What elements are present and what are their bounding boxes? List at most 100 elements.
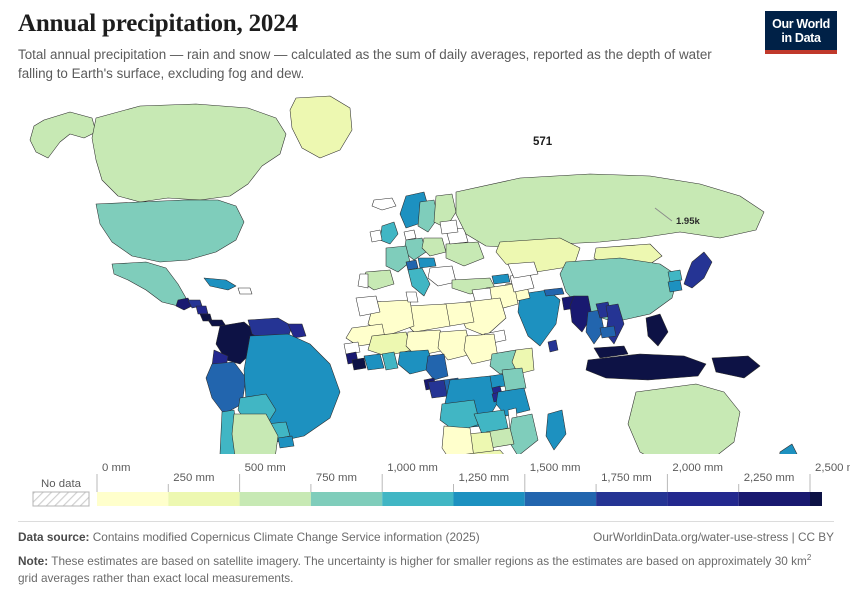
map-svg[interactable]: 571 1.95k xyxy=(0,92,850,454)
country-somalia[interactable] xyxy=(511,347,535,375)
country-zambia[interactable] xyxy=(473,409,509,435)
country-canada[interactable] xyxy=(91,103,287,203)
map-legend[interactable]: No data 0 mm 250 mm 500 mm 750 mm 1,000 mm 1,… xyxy=(0,458,850,514)
country-malaysia[interactable] xyxy=(593,345,629,359)
country-philippines[interactable] xyxy=(645,313,669,347)
legend-bin-1500-1750[interactable] xyxy=(524,492,597,506)
country-italy[interactable] xyxy=(407,267,431,297)
country-kenya[interactable] xyxy=(501,367,527,393)
country-georgia[interactable] xyxy=(491,273,511,285)
owid-logo-rule xyxy=(765,50,837,54)
legend-tick-label: 0 mm xyxy=(102,462,130,474)
footer-url[interactable]: OurWorldinData.org/water-use-stress | CC… xyxy=(593,530,834,544)
country-iceland[interactable] xyxy=(371,197,397,211)
legend-bin-group[interactable] xyxy=(97,492,822,506)
country-uruguay[interactable] xyxy=(277,435,295,449)
country-myanmar[interactable] xyxy=(569,295,593,333)
footer-note-text-a: These estimates are based on satellite i… xyxy=(51,554,807,569)
country-niger[interactable] xyxy=(405,329,447,357)
country-ivory-coast[interactable] xyxy=(363,353,385,371)
country-ghana[interactable] xyxy=(381,351,399,371)
country-france[interactable] xyxy=(385,245,411,273)
country-cameroon[interactable] xyxy=(425,353,449,381)
country-mali[interactable] xyxy=(367,331,413,357)
country-ireland[interactable] xyxy=(369,229,383,243)
country-portugal[interactable] xyxy=(357,273,369,289)
footer-source-text: Contains modified Copernicus Climate Cha… xyxy=(92,530,480,544)
country-denmark[interactable] xyxy=(403,229,417,241)
footer-note-superscript: 2 xyxy=(806,553,812,563)
country-finland[interactable] xyxy=(433,193,457,229)
country-mexico[interactable] xyxy=(111,261,187,307)
country-layer[interactable] xyxy=(29,95,798,454)
legend-bin-2250-2500[interactable] xyxy=(738,492,810,506)
country-namibia[interactable] xyxy=(441,425,474,454)
country-south-korea[interactable] xyxy=(667,279,683,293)
legend-bin-500-750[interactable] xyxy=(239,492,311,506)
country-ukraine[interactable] xyxy=(445,241,485,267)
chart-subtitle: Total annual precipitation — rain and sn… xyxy=(18,47,712,82)
country-madagascar[interactable] xyxy=(545,409,567,451)
owid-logo[interactable]: Our World in Data xyxy=(765,11,837,54)
country-tanzania[interactable] xyxy=(495,387,531,417)
map-label-layer: 571 1.95k xyxy=(533,136,700,227)
country-switzerland[interactable] xyxy=(405,259,419,271)
page-title: Annual precipitation, 2024 xyxy=(18,10,298,37)
country-poland[interactable] xyxy=(421,237,447,257)
country-liberia[interactable] xyxy=(351,357,367,371)
russia-value-label: 571 xyxy=(533,136,553,148)
country-nigeria[interactable] xyxy=(397,349,435,375)
country-north-korea[interactable] xyxy=(667,269,683,283)
country-sweden[interactable] xyxy=(417,199,439,233)
japan-value-label: 1.95k xyxy=(676,216,700,227)
country-nepal[interactable] xyxy=(543,287,565,297)
country-nicaragua[interactable] xyxy=(195,305,209,315)
legend-bin-2000-2250[interactable] xyxy=(667,492,739,506)
country-cuba[interactable] xyxy=(203,277,237,291)
country-australia[interactable] xyxy=(627,383,741,454)
country-panama[interactable] xyxy=(207,319,227,327)
footer-source-label: Data source: xyxy=(18,530,90,544)
country-russia[interactable] xyxy=(455,173,765,249)
country-papua-new-guinea[interactable] xyxy=(711,355,761,379)
country-mozambique[interactable] xyxy=(507,413,539,454)
legend-bin-overflow[interactable] xyxy=(810,492,822,506)
country-haiti[interactable] xyxy=(237,287,253,295)
country-united-kingdom[interactable] xyxy=(379,221,399,245)
country-indonesia[interactable] xyxy=(585,353,707,381)
country-new-zealand[interactable] xyxy=(778,443,798,454)
legend-bin-1000-1250[interactable] xyxy=(382,492,454,506)
world-choropleth-map[interactable]: 571 1.95k xyxy=(0,92,850,454)
country-senegal[interactable] xyxy=(343,341,361,355)
country-guatemala[interactable] xyxy=(175,297,193,311)
legend-tick-label: 2,000 mm xyxy=(672,462,723,474)
country-guyana[interactable] xyxy=(287,323,307,339)
country-japan[interactable] xyxy=(683,251,713,289)
country-morocco[interactable] xyxy=(355,295,381,317)
country-sudan[interactable] xyxy=(463,333,499,365)
country-south-africa[interactable] xyxy=(452,449,512,454)
country-balkans[interactable] xyxy=(427,265,457,287)
country-peru[interactable] xyxy=(205,361,247,415)
country-alaska[interactable] xyxy=(29,111,97,159)
japan-leader-line xyxy=(654,207,673,222)
country-cambodia[interactable] xyxy=(599,325,617,339)
legend-no-data-swatch[interactable]: No data xyxy=(32,478,90,507)
country-sri-lanka[interactable] xyxy=(547,339,559,353)
legend-bin-0-250[interactable] xyxy=(97,492,169,506)
country-uzbekistan[interactable] xyxy=(507,261,539,279)
country-tunisia[interactable] xyxy=(405,291,419,303)
legend-svg[interactable]: No data 0 mm 250 mm 500 mm 750 mm 1,000 mm 1,… xyxy=(0,458,850,514)
country-austria[interactable] xyxy=(417,257,437,269)
country-chad[interactable] xyxy=(437,329,473,361)
country-united-states[interactable] xyxy=(95,199,245,263)
legend-bin-750-1000[interactable] xyxy=(310,492,383,506)
country-baltic[interactable] xyxy=(439,219,459,235)
legend-bin-250-500[interactable] xyxy=(168,492,240,506)
footer-note-label: Note: xyxy=(18,554,49,569)
legend-no-data-rect[interactable] xyxy=(32,491,90,507)
country-argentina[interactable] xyxy=(231,413,279,454)
legend-bin-1250-1500[interactable] xyxy=(453,492,525,506)
country-greenland[interactable] xyxy=(289,95,353,159)
legend-bin-1750-2000[interactable] xyxy=(596,492,668,506)
